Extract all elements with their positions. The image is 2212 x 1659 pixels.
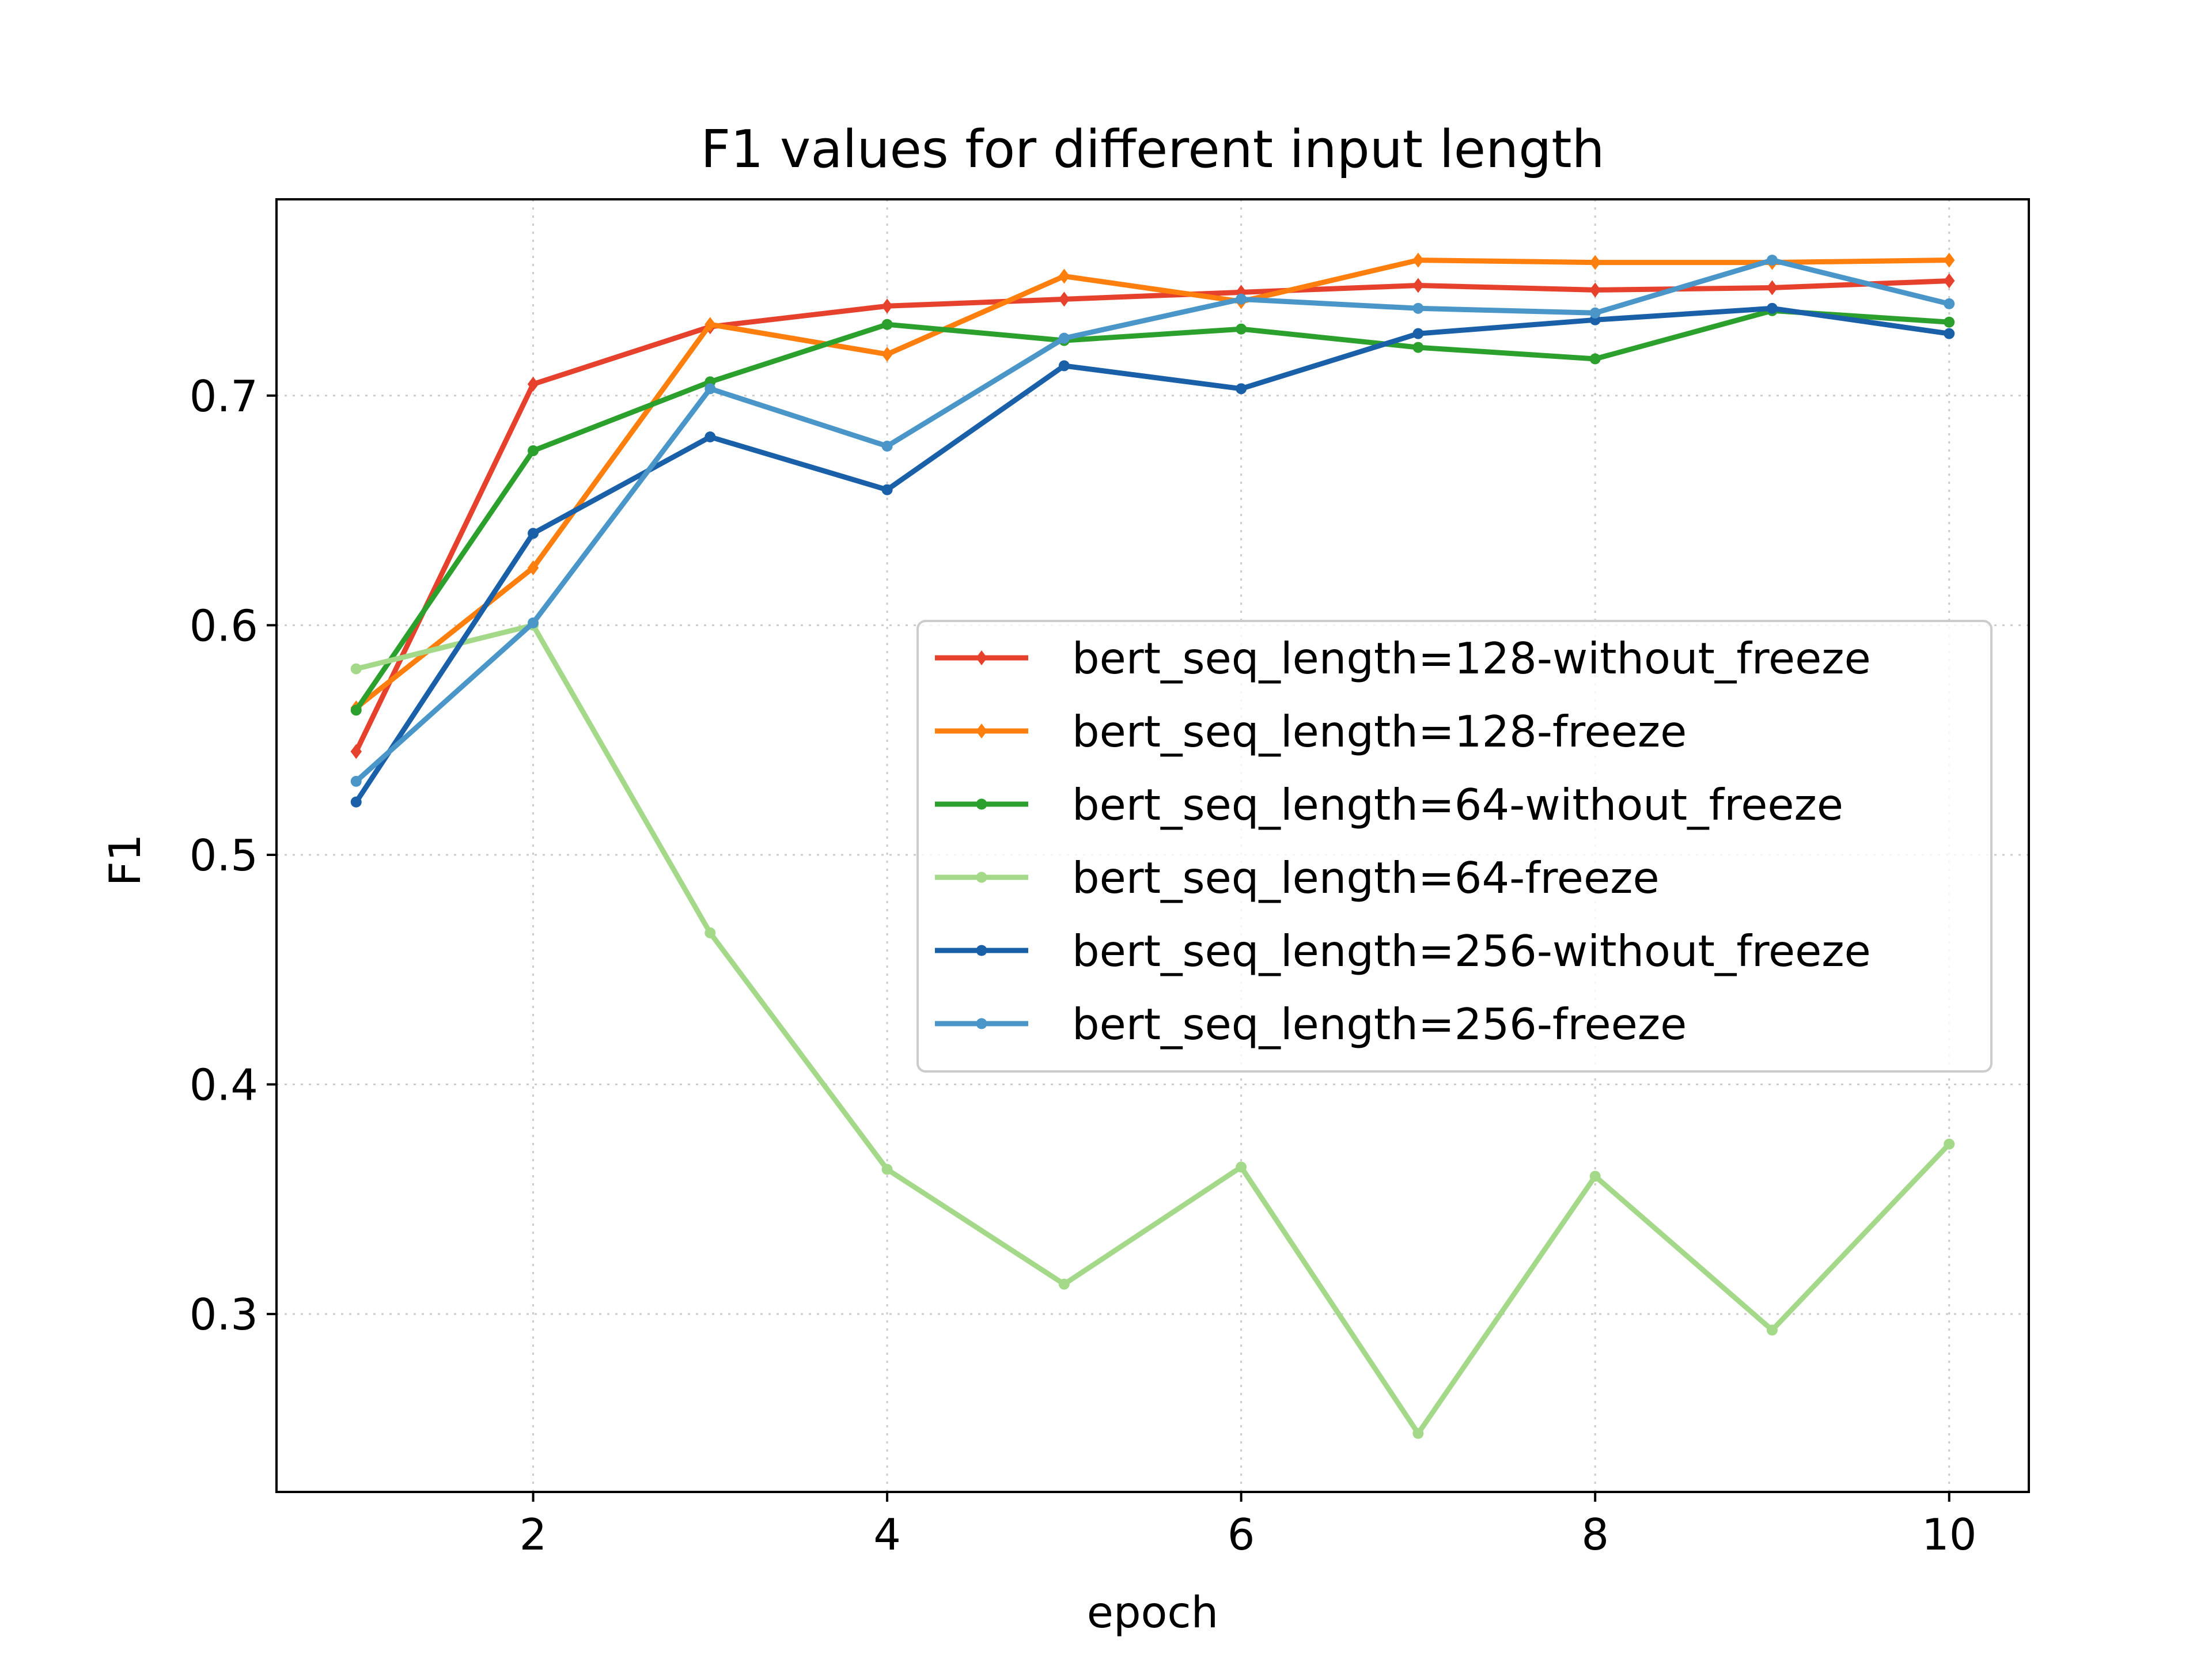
y-tick-label: 0.6	[190, 600, 258, 651]
legend-label: bert_seq_length=128-freeze	[1072, 706, 1687, 757]
series-group	[350, 255, 1955, 787]
legend-label: bert_seq_length=256-without_freeze	[1072, 926, 1871, 976]
data-point	[1236, 1161, 1247, 1173]
x-tick-label: 2	[520, 1509, 547, 1560]
data-point	[1236, 383, 1247, 395]
data-point	[704, 383, 716, 395]
legend-marker	[976, 872, 987, 883]
data-point	[704, 317, 716, 332]
data-point	[1058, 1278, 1070, 1290]
data-point	[1236, 293, 1247, 305]
x-tick-label: 6	[1228, 1509, 1255, 1560]
legend-item: bert_seq_length=128-without_freeze	[935, 633, 1871, 684]
y-tick-label: 0.5	[190, 830, 258, 881]
data-point	[527, 560, 539, 575]
data-point	[1589, 307, 1601, 319]
data-point	[1589, 282, 1601, 298]
data-point	[1058, 360, 1070, 372]
data-point	[1412, 302, 1424, 314]
axis-ticks: 2 4 6 8 10 0.3 0.4 0.5 0.6 0.7	[190, 371, 1977, 1560]
data-point	[881, 298, 893, 314]
series-line	[353, 305, 1952, 806]
data-point	[881, 347, 893, 362]
data-point	[1766, 280, 1778, 296]
x-axis-label: epoch	[1087, 1587, 1218, 1638]
data-point	[1943, 273, 1955, 289]
data-point	[528, 617, 539, 628]
data-point	[1766, 1324, 1778, 1336]
x-tick-label: 10	[1922, 1509, 1976, 1560]
data-point	[1412, 328, 1424, 339]
data-point	[1944, 316, 1955, 328]
legend-marker	[976, 724, 987, 738]
data-point	[1412, 1427, 1424, 1439]
y-tick-label: 0.3	[190, 1289, 258, 1340]
data-point	[1058, 268, 1070, 284]
plot-frame	[275, 198, 2030, 1493]
y-axis-label: F1	[100, 834, 150, 887]
data-point	[1944, 328, 1955, 339]
data-point	[1412, 252, 1424, 268]
x-tick-label: 8	[1581, 1509, 1609, 1560]
data-point	[881, 484, 893, 495]
x-tick-label: 4	[873, 1509, 901, 1560]
data-point	[350, 796, 362, 808]
legend-label: bert_seq_length=64-without_freeze	[1072, 779, 1843, 830]
data-point	[350, 663, 362, 675]
chart-title: F1 values for different input length	[700, 119, 1604, 180]
data-point	[350, 704, 362, 716]
series-line	[352, 257, 1953, 785]
series-group	[350, 305, 1955, 716]
data-point	[881, 1164, 893, 1175]
series-line	[353, 622, 1953, 1436]
data-point	[1236, 323, 1247, 335]
legend-item: bert_seq_length=256-freeze	[935, 999, 1687, 1050]
legend-item: bert_seq_length=64-without_freeze	[935, 779, 1843, 830]
legend-label: bert_seq_length=64-freeze	[1072, 853, 1660, 903]
data-point	[881, 319, 893, 330]
data-point	[704, 431, 716, 443]
data-point	[350, 744, 362, 759]
data-point	[1589, 1171, 1601, 1182]
y-tick-label: 0.7	[190, 371, 258, 422]
data-point	[528, 445, 539, 456]
legend-item: bert_seq_length=128-freeze	[935, 706, 1687, 757]
series-line	[353, 308, 1952, 714]
legend-box	[916, 620, 1993, 1073]
data-point	[350, 775, 362, 787]
data-point	[1589, 353, 1601, 365]
legend-label: bert_seq_length=128-without_freeze	[1072, 633, 1871, 684]
y-tick-label: 0.4	[190, 1060, 258, 1111]
data-point	[1058, 332, 1070, 344]
legend-marker	[976, 798, 987, 810]
data-point	[1058, 291, 1070, 307]
data-point	[528, 528, 539, 539]
data-point	[1944, 1138, 1955, 1150]
legend-label: bert_seq_length=256-freeze	[1072, 999, 1687, 1050]
data-point	[1766, 302, 1778, 314]
legend-item: bert_seq_length=64-freeze	[935, 853, 1660, 903]
data-point	[1412, 278, 1424, 293]
data-point	[1589, 255, 1601, 270]
series-lines	[350, 252, 1955, 1439]
series-line	[352, 257, 1952, 712]
legend: bert_seq_length=128-without_freeze bert_s…	[916, 620, 1993, 1073]
legend-marker	[976, 945, 987, 956]
data-point	[881, 440, 893, 452]
data-point	[527, 376, 539, 392]
data-point	[1766, 255, 1778, 266]
legend-marker	[976, 650, 987, 665]
legend-marker	[976, 1018, 987, 1029]
legend-item: bert_seq_length=256-without_freeze	[935, 926, 1871, 976]
data-point	[1943, 252, 1955, 268]
data-point	[1412, 342, 1424, 353]
data-point	[1944, 298, 1955, 309]
data-point	[704, 927, 716, 938]
